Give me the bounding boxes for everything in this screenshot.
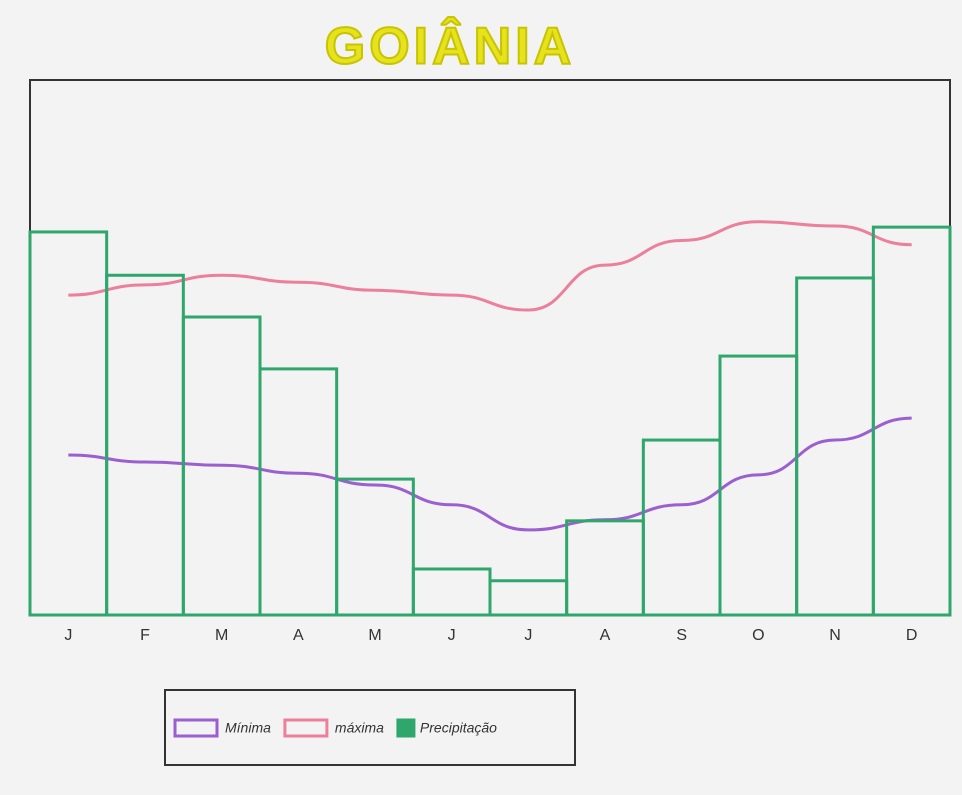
bar [335, 477, 415, 617]
bar [871, 225, 952, 617]
x-tick-label: A [293, 627, 304, 644]
legend-box [164, 689, 576, 766]
x-tick-label: M [368, 627, 381, 644]
legend-label: máxima [335, 720, 384, 736]
x-tick-label: F [140, 627, 150, 644]
legend-label: Mínima [225, 720, 271, 736]
x-tick-label: M [215, 627, 228, 644]
x-tick-label: O [752, 627, 764, 644]
x-tick-label: J [448, 627, 456, 644]
legend-swatch [283, 718, 329, 738]
x-tick-label: A [600, 627, 611, 644]
legend-label: Precipitação [420, 720, 497, 736]
legend-swatch [396, 718, 416, 738]
x-tick-label: J [524, 627, 532, 644]
legend-swatch [173, 718, 219, 738]
x-tick-label: J [64, 627, 72, 644]
chart-title: GOIÂNIA [325, 17, 575, 76]
line [68, 220, 912, 312]
x-tick-label: S [676, 627, 687, 644]
x-tick-label: D [906, 627, 918, 644]
x-tick-label: N [829, 627, 841, 644]
line [68, 416, 912, 532]
